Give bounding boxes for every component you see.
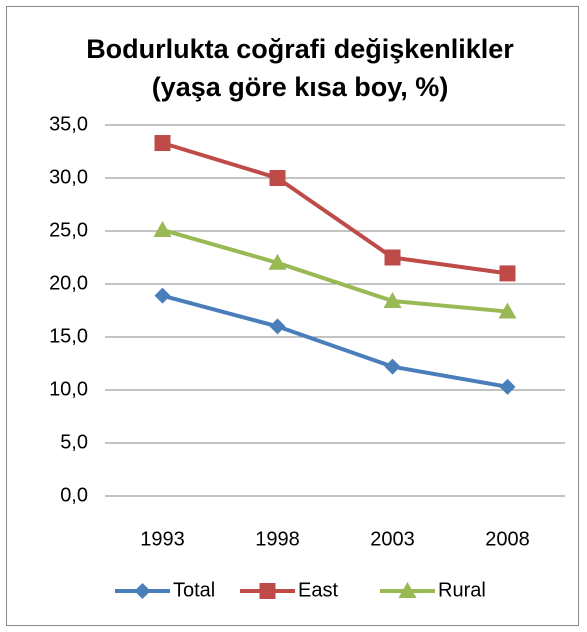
x-tick-label: 1993	[140, 528, 185, 550]
data-point	[268, 253, 287, 270]
chart-title: Bodurlukta coğrafi değişkenlikler (yaşa …	[86, 34, 514, 102]
x-tick-label: 2008	[485, 528, 530, 550]
y-tick-label: 25,0	[49, 219, 88, 241]
y-tick-label: 20,0	[49, 272, 88, 294]
legend-label: East	[298, 579, 338, 601]
x-tick-label: 1998	[255, 528, 300, 550]
data-point	[499, 378, 516, 395]
data-point	[153, 220, 172, 237]
series-line	[161, 293, 508, 389]
data-point	[269, 170, 286, 186]
y-tick-label: 0,0	[60, 484, 88, 506]
data-point	[383, 291, 402, 308]
y-tick-label: 15,0	[49, 325, 88, 347]
x-tick-label: 2003	[370, 528, 415, 550]
legend-label: Total	[173, 579, 215, 601]
data-point	[154, 135, 171, 152]
y-tick-label: 30,0	[49, 166, 88, 188]
data-point	[269, 318, 286, 335]
y-tick-label: 10,0	[49, 378, 88, 400]
legend-marker	[259, 583, 276, 599]
legend-marker	[398, 582, 417, 598]
y-tick-label: 5,0	[60, 431, 88, 453]
data-point	[384, 358, 401, 375]
series-line	[161, 228, 508, 314]
chart-border	[6, 6, 579, 626]
data-point	[384, 249, 401, 266]
series-line	[161, 141, 508, 276]
data-point	[498, 302, 517, 319]
data-point	[499, 265, 516, 282]
data-point	[154, 287, 171, 304]
y-tick-label: 35,0	[49, 113, 88, 135]
legend-label: Rural	[438, 579, 486, 601]
legend-marker	[134, 583, 151, 599]
